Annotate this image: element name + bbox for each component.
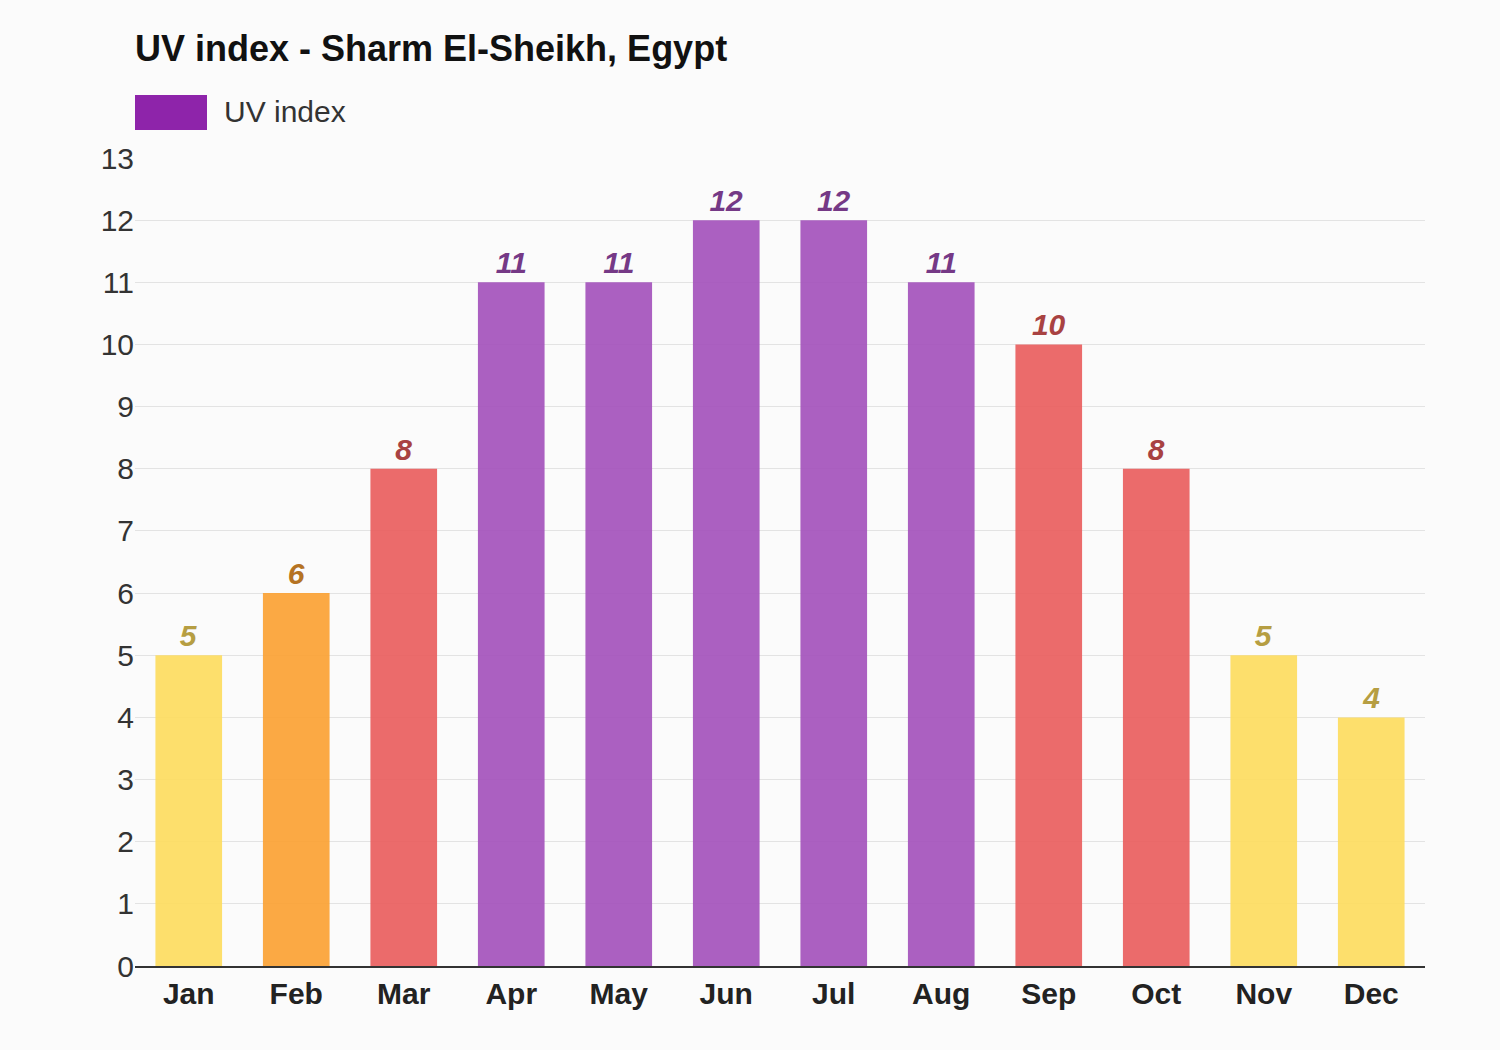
svg-text:11: 11	[926, 246, 957, 279]
svg-text:Aug: Aug	[912, 977, 970, 1010]
svg-text:11: 11	[496, 246, 527, 279]
svg-text:Jan: Jan	[163, 977, 215, 1010]
svg-text:0: 0	[117, 950, 134, 983]
svg-text:12: 12	[709, 184, 743, 217]
svg-text:6: 6	[117, 577, 134, 610]
svg-text:Oct: Oct	[1131, 977, 1181, 1010]
svg-text:Jul: Jul	[812, 977, 855, 1010]
svg-text:10: 10	[1032, 308, 1066, 341]
svg-text:Feb: Feb	[270, 977, 323, 1010]
svg-text:1: 1	[117, 887, 134, 920]
svg-text:12: 12	[101, 204, 134, 237]
svg-text:5: 5	[180, 619, 198, 652]
svg-text:8: 8	[1148, 433, 1165, 466]
svg-text:May: May	[590, 977, 649, 1010]
svg-text:4: 4	[117, 701, 134, 734]
svg-text:Jun: Jun	[700, 977, 753, 1010]
svg-text:10: 10	[101, 328, 134, 361]
svg-text:9: 9	[117, 390, 134, 423]
svg-text:8: 8	[395, 433, 412, 466]
svg-text:3: 3	[117, 763, 134, 796]
svg-text:13: 13	[101, 142, 134, 175]
svg-text:7: 7	[117, 514, 134, 547]
svg-text:Mar: Mar	[377, 977, 431, 1010]
svg-text:11: 11	[103, 266, 134, 299]
svg-text:12: 12	[817, 184, 851, 217]
svg-text:5: 5	[117, 639, 134, 672]
svg-text:6: 6	[288, 557, 305, 590]
svg-text:Apr: Apr	[485, 977, 537, 1010]
svg-text:Nov: Nov	[1235, 977, 1292, 1010]
svg-text:Sep: Sep	[1021, 977, 1076, 1010]
svg-text:11: 11	[603, 246, 634, 279]
svg-text:5: 5	[1255, 619, 1273, 652]
svg-text:UV index - Sharm El-Sheikh, Eg: UV index - Sharm El-Sheikh, Egypt	[135, 28, 727, 69]
svg-text:Dec: Dec	[1344, 977, 1399, 1010]
svg-text:2: 2	[117, 825, 134, 858]
svg-text:UV index: UV index	[224, 95, 346, 128]
svg-text:8: 8	[117, 452, 134, 485]
svg-text:4: 4	[1362, 681, 1380, 714]
